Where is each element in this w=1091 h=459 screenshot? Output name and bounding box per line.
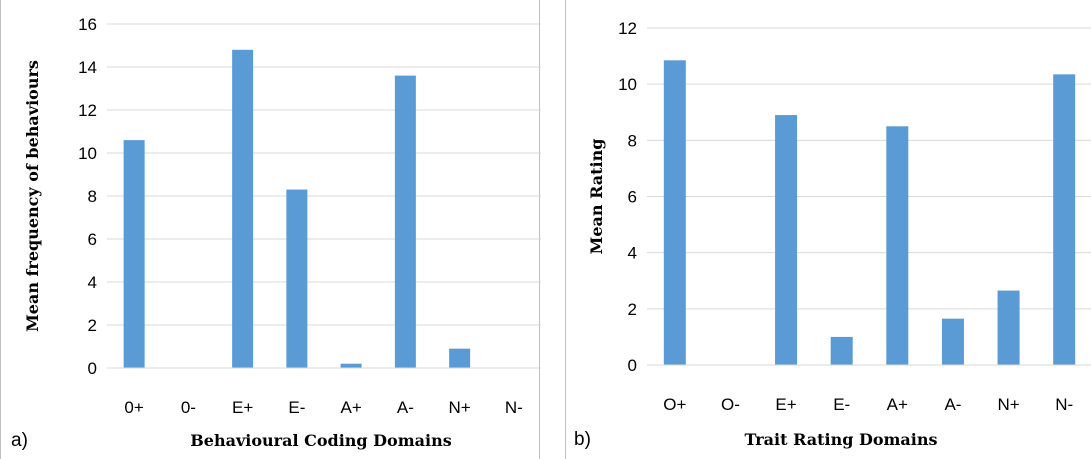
chart-b-y-tick-label: 0: [628, 356, 637, 375]
chart-a-bar-N+: [449, 348, 471, 368]
chart-a-x-tick-label: E+: [232, 398, 253, 417]
chart-b-x-ticks: O+ O- E+ E- A+ A- N+ N-: [663, 395, 1073, 414]
chart-b-y-tick-label: 8: [628, 131, 637, 150]
chart-a-y-tick-label: 16: [78, 15, 97, 34]
chart-a-bar-E-: [286, 189, 308, 368]
chart-b-x-tick-label: E+: [775, 395, 796, 414]
chart-b-svg: 0 2 4 6 8 10 12 O+ O- E+ E- A+ A- N+ N- Mean Rating T…: [574, 19, 1091, 450]
chart-b-bar-N-: [1053, 74, 1076, 366]
chart-b-y-ticks: 0 2 4 6 8 10 12: [618, 19, 637, 375]
chart-a-x-tick-label: N+: [449, 398, 471, 417]
chart-a-panel-label: a): [11, 430, 28, 451]
chart-a-y-tick-label: 12: [78, 101, 97, 120]
chart-b-bar-E-: [830, 336, 853, 365]
chart-a-y-tick-label: 0: [88, 359, 97, 378]
chart-a-bar-A-: [394, 75, 416, 368]
chart-a-bar-0+: [123, 140, 145, 368]
chart-a-x-axis-title: Behavioural Coding Domains: [190, 431, 451, 450]
chart-b-x-tick-label: A-: [944, 395, 961, 414]
chart-b-bar-E+: [775, 115, 798, 365]
chart-a-x-tick-label: A-: [397, 398, 414, 417]
chart-a-x-tick-label: N-: [505, 398, 523, 417]
chart-panel-b: 0 2 4 6 8 10 12 O+ O- E+ E- A+ A- N+ N- Mean Rating T…: [565, 0, 1091, 459]
chart-a-x-tick-label: A+: [340, 398, 361, 417]
chart-a-gridlines: [107, 23, 541, 369]
chart-b-y-tick-label: 4: [628, 244, 637, 263]
chart-b-bar-A-: [941, 318, 964, 365]
chart-a-y-tick-label: 14: [78, 58, 97, 77]
chart-b-bar-N+: [997, 290, 1020, 365]
chart-a-y-ticks: 0 2 4 6 8 10 12 14 16: [78, 15, 97, 378]
chart-b-x-tick-label: O-: [721, 395, 740, 414]
chart-b-y-tick-label: 12: [618, 19, 637, 38]
chart-panel-a: 0 2 4 6 8 10 12 14 16 0+ 0- E+ E- A+ A- N+ N- Mean freq…: [0, 0, 541, 459]
chart-b-x-tick-label: N-: [1055, 395, 1073, 414]
chart-a-y-tick-label: 4: [88, 273, 97, 292]
chart-a-y-tick-label: 2: [88, 316, 97, 335]
chart-b-bar-A+: [886, 126, 909, 366]
chart-a-y-tick-label: 8: [88, 187, 97, 206]
chart-a-y-tick-label: 10: [78, 144, 97, 163]
chart-b-y-tick-label: 2: [628, 300, 637, 319]
chart-b-y-axis-title: Mean Rating: [587, 139, 606, 255]
chart-a-x-ticks: 0+ 0- E+ E- A+ A- N+ N-: [124, 398, 522, 417]
chart-b-gridlines: [647, 27, 1091, 366]
chart-a-bars: [123, 49, 471, 369]
chart-b-y-tick-label: 10: [618, 75, 637, 94]
chart-b-x-tick-label: O+: [663, 395, 686, 414]
chart-a-x-tick-label: 0+: [124, 398, 143, 417]
chart-a-y-axis-title: Mean frequency of behaviours: [23, 60, 42, 332]
chart-b-x-axis-title: Trait Rating Domains: [744, 430, 937, 449]
chart-b-bars: [663, 60, 1076, 366]
chart-b-x-tick-label: E-: [833, 395, 850, 414]
chart-a-svg: 0 2 4 6 8 10 12 14 16 0+ 0- E+ E- A+ A- N+ N- Mean freq…: [11, 15, 541, 451]
chart-b-x-tick-label: A+: [887, 395, 908, 414]
chart-a-x-tick-label: 0-: [181, 398, 196, 417]
chart-a-y-tick-label: 6: [88, 230, 97, 249]
chart-a-x-tick-label: E-: [288, 398, 305, 417]
chart-b-x-tick-label: N+: [997, 395, 1019, 414]
chart-b-bar-O+: [663, 60, 686, 365]
chart-b-panel-label: b): [574, 429, 591, 450]
chart-b-y-tick-label: 6: [628, 188, 637, 207]
chart-a-bar-A+: [340, 363, 362, 368]
chart-a-bar-E+: [232, 49, 254, 369]
